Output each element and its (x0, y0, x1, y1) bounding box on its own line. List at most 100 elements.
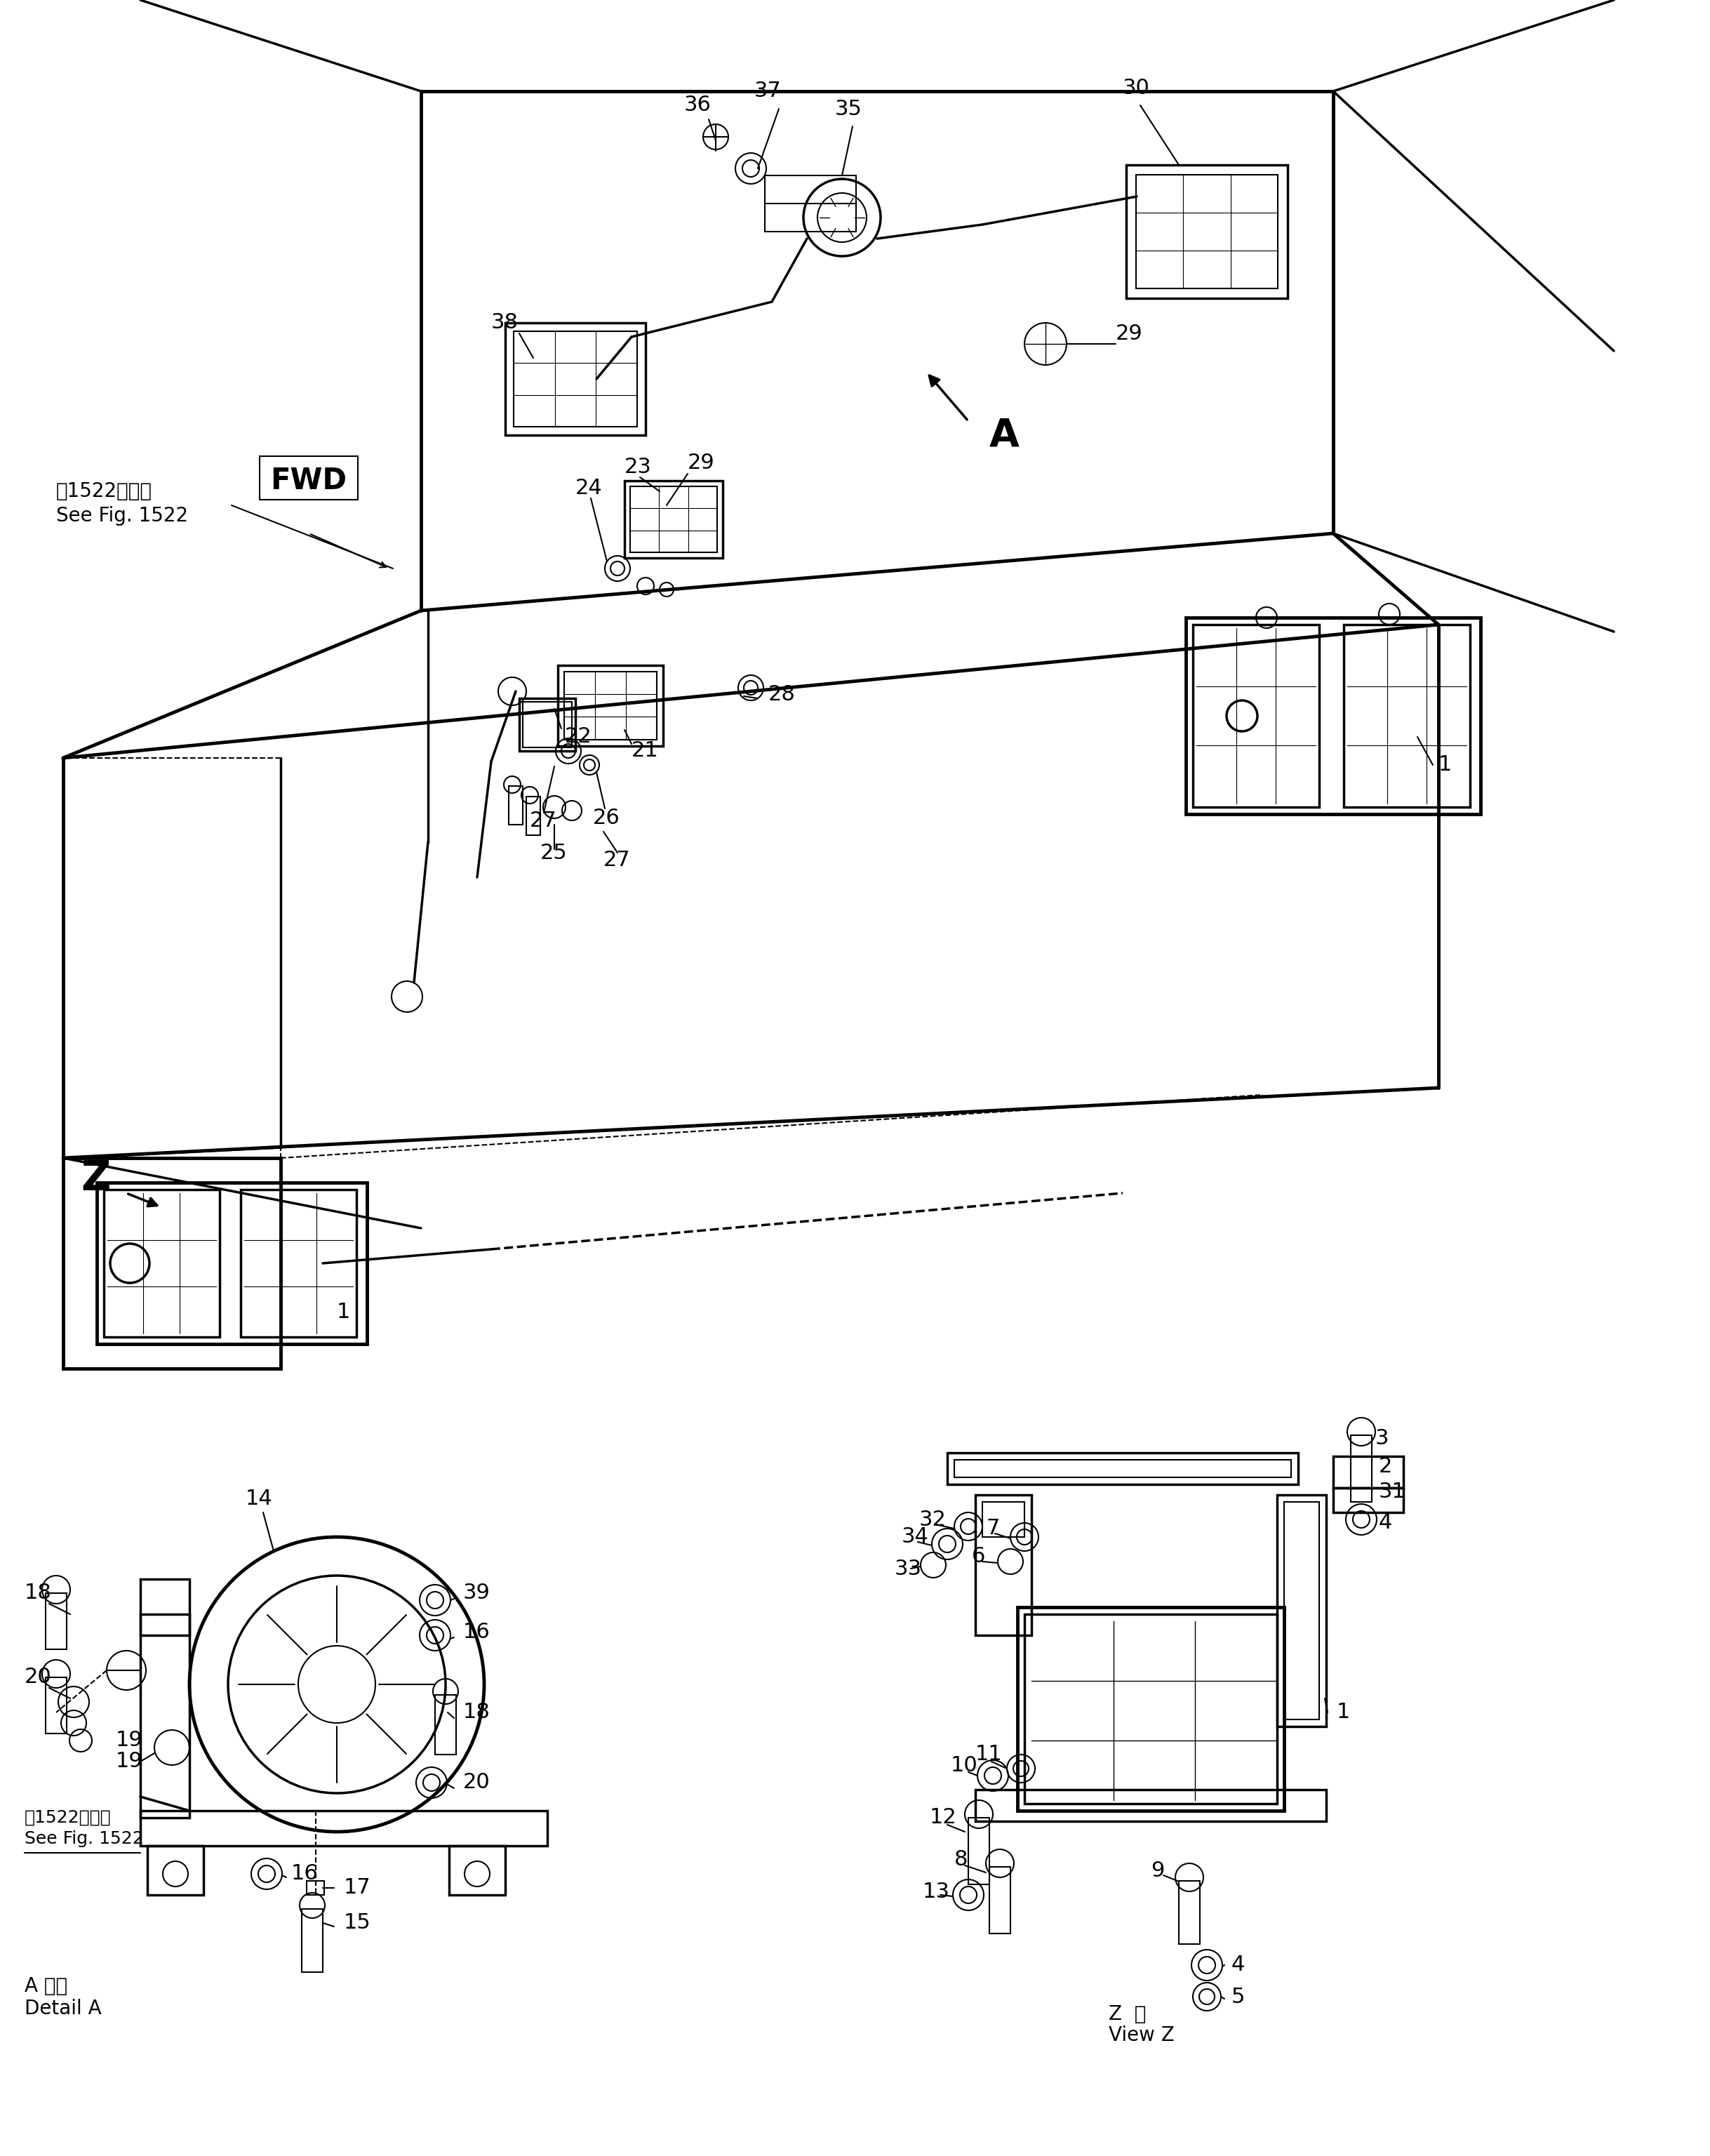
Text: 16: 16 (291, 1863, 318, 1884)
Bar (140, 1578, 190, 1634)
Bar (557, 664, 663, 746)
Bar (975, 1789, 1327, 1822)
Bar (990, 1867, 1011, 1934)
Bar (147, 1846, 203, 1895)
Bar (63, 1158, 280, 1369)
Bar (1284, 1503, 1318, 1720)
Text: 15: 15 (344, 1912, 371, 1934)
Bar (1135, 175, 1277, 289)
Text: Detail A: Detail A (24, 1999, 101, 2018)
Text: 9: 9 (1151, 1861, 1165, 1880)
Text: 34: 34 (901, 1526, 929, 1548)
Bar (301, 1908, 323, 1973)
Bar (513, 332, 638, 427)
Text: 36: 36 (684, 95, 711, 116)
Text: FWD: FWD (270, 466, 347, 496)
Text: 31: 31 (1378, 1481, 1406, 1501)
Text: 4: 4 (1231, 1955, 1245, 1975)
Bar (140, 1811, 547, 1846)
Bar (631, 487, 716, 552)
Text: 35: 35 (834, 99, 862, 119)
Bar (1024, 1615, 1277, 1805)
Text: 1: 1 (337, 1302, 351, 1322)
Text: 19: 19 (116, 1751, 144, 1772)
Text: 26: 26 (593, 808, 621, 828)
Text: 22: 22 (564, 727, 592, 748)
Bar (434, 1695, 457, 1755)
Text: 5: 5 (1231, 1986, 1245, 2007)
Bar (947, 1453, 1298, 1483)
Bar (968, 1818, 990, 1884)
Text: 27: 27 (530, 811, 557, 832)
Text: 29: 29 (687, 453, 715, 474)
Bar (306, 1880, 325, 1895)
Bar (523, 703, 571, 748)
Bar (1194, 625, 1318, 806)
Text: 19: 19 (116, 1731, 144, 1751)
Text: 37: 37 (754, 82, 781, 101)
Text: 28: 28 (768, 686, 795, 705)
Text: 18: 18 (24, 1583, 51, 1604)
Text: Z  視: Z 視 (1108, 2005, 1146, 2024)
Text: 第1522図参照: 第1522図参照 (56, 481, 152, 500)
Bar (764, 175, 857, 231)
Text: View Z: View Z (1108, 2024, 1175, 2046)
Text: See Fig. 1522: See Fig. 1522 (24, 1830, 144, 1848)
Bar (527, 796, 540, 834)
Text: 14: 14 (246, 1488, 274, 1509)
Text: A 詳細: A 詳細 (24, 1977, 67, 1996)
Text: A: A (990, 416, 1019, 455)
Text: 17: 17 (344, 1878, 371, 1897)
Bar (1127, 164, 1288, 298)
Text: 24: 24 (575, 479, 602, 498)
Bar (1334, 1455, 1404, 1488)
Bar (450, 1846, 504, 1895)
Bar (504, 323, 646, 436)
Text: 29: 29 (1115, 323, 1142, 343)
Text: 8: 8 (954, 1850, 968, 1869)
Text: 16: 16 (463, 1621, 491, 1643)
Text: 39: 39 (463, 1583, 491, 1604)
Bar (564, 671, 657, 740)
Text: 30: 30 (1123, 78, 1149, 97)
Bar (96, 1184, 366, 1343)
Text: 2: 2 (1378, 1457, 1392, 1477)
Bar (1344, 625, 1471, 806)
Text: 第1522図参照: 第1522図参照 (24, 1809, 111, 1826)
Bar (1185, 617, 1481, 815)
Text: 23: 23 (624, 457, 652, 476)
Text: 13: 13 (923, 1882, 951, 1902)
Text: 6: 6 (971, 1546, 985, 1567)
Bar (624, 481, 723, 558)
Text: 27: 27 (604, 849, 631, 869)
Text: 21: 21 (631, 742, 658, 761)
Bar (1017, 1606, 1284, 1811)
Text: 1: 1 (1337, 1703, 1351, 1723)
Bar (954, 1460, 1291, 1477)
Text: 10: 10 (951, 1755, 978, 1774)
Text: 11: 11 (975, 1744, 1002, 1766)
Bar (241, 1190, 356, 1337)
Bar (46, 1593, 67, 1649)
Bar (260, 457, 357, 500)
Text: 32: 32 (920, 1509, 946, 1529)
Bar (982, 1503, 1024, 1537)
Text: 38: 38 (491, 313, 518, 332)
Text: 4: 4 (1378, 1514, 1392, 1533)
Text: 3: 3 (1375, 1429, 1389, 1449)
Bar (1277, 1494, 1327, 1727)
Text: See Fig. 1522: See Fig. 1522 (56, 507, 188, 526)
Bar (104, 1190, 219, 1337)
Text: Z: Z (80, 1160, 111, 1199)
Text: 20: 20 (24, 1667, 51, 1688)
Text: 20: 20 (463, 1772, 491, 1794)
Bar (140, 1615, 190, 1818)
Text: 1: 1 (1438, 755, 1452, 776)
Bar (46, 1677, 67, 1733)
Text: 7: 7 (987, 1518, 999, 1539)
Bar (1351, 1436, 1371, 1503)
Text: 25: 25 (540, 843, 568, 862)
Bar (508, 787, 523, 824)
Text: 18: 18 (463, 1703, 491, 1723)
Text: 33: 33 (894, 1559, 922, 1578)
